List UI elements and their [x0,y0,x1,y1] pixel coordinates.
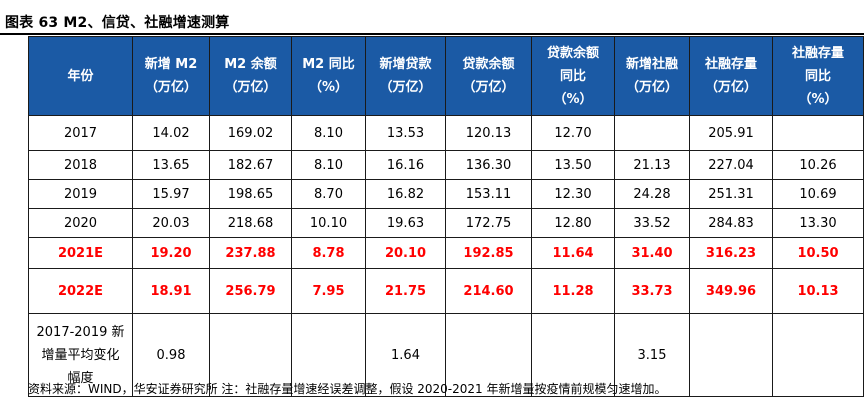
cell-tsf-stock: 251.31 [689,179,773,209]
cell-m2-balance: 256.79 [209,268,292,314]
header-loan-yoy: 贷款余额 同比 （%） [531,36,615,116]
table-row-average: 2017-2019 新 增量平均变化 幅度 0.98 1.64 3.15 [28,313,864,397]
table-row-forecast: 2021E 19.20 237.88 8.78 20.10 192.85 11.… [28,237,864,269]
cell-new-tsf [614,115,690,151]
cell-new-tsf: 3.15 [614,313,690,397]
header-new-tsf: 新增社融 （万亿） [614,36,690,116]
cell-m2-yoy: 8.70 [291,179,366,209]
row-label: 2017 [28,115,133,151]
cell-new-loans: 1.64 [365,313,446,397]
table-row-forecast: 2022E 18.91 256.79 7.95 21.75 214.60 11.… [28,268,864,314]
cell-m2-yoy: 8.10 [291,150,366,180]
cell-loan-balance: 120.13 [445,115,532,151]
cell-loan-yoy [531,313,615,397]
cell-m2-balance: 169.02 [209,115,292,151]
cell-m2-balance: 237.88 [209,237,292,269]
cell-loan-yoy: 11.64 [531,237,615,269]
cell-new-loans: 13.53 [365,115,446,151]
cell-new-m2: 13.65 [132,150,210,180]
cell-new-m2: 19.20 [132,237,210,269]
cell-new-tsf: 31.40 [614,237,690,269]
cell-loan-yoy: 12.70 [531,115,615,151]
cell-loan-balance: 192.85 [445,237,532,269]
source-note: 资料来源：WIND，华安证券研究所 注：社融存量增速经误差调整，假设 2020-… [28,382,667,396]
header-new-m2: 新增 M2 （万亿） [132,36,210,116]
table-row: 2019 15.97 198.65 8.70 16.82 153.11 12.3… [28,179,864,209]
row-label: 2022E [28,268,133,314]
table-row: 2017 14.02 169.02 8.10 13.53 120.13 12.7… [28,115,864,151]
cell-tsf-stock [689,313,773,397]
cell-tsf-yoy: 10.69 [772,179,864,209]
chart-title: 图表 63 M2、信贷、社融增速测算 [5,15,230,31]
row-label: 2021E [28,237,133,269]
cell-new-tsf: 33.73 [614,268,690,314]
row-label: 2018 [28,150,133,180]
cell-m2-balance [209,313,292,397]
cell-loan-yoy: 11.28 [531,268,615,314]
cell-new-loans: 19.63 [365,208,446,238]
row-label: 2019 [28,179,133,209]
cell-m2-yoy: 8.10 [291,115,366,151]
table-row: 2020 20.03 218.68 10.10 19.63 172.75 12.… [28,208,864,238]
cell-loan-yoy: 12.30 [531,179,615,209]
cell-loan-balance: 136.30 [445,150,532,180]
title-divider [0,33,864,35]
cell-tsf-yoy [772,115,864,151]
cell-new-m2: 20.03 [132,208,210,238]
cell-m2-yoy: 10.10 [291,208,366,238]
header-new-loans: 新增贷款 （万亿） [365,36,446,116]
cell-new-loans: 21.75 [365,268,446,314]
cell-loan-yoy: 12.80 [531,208,615,238]
cell-tsf-yoy: 10.13 [772,268,864,314]
cell-loan-balance: 172.75 [445,208,532,238]
row-label: 2017-2019 新 增量平均变化 幅度 [28,313,133,397]
cell-tsf-stock: 316.23 [689,237,773,269]
cell-m2-yoy: 8.78 [291,237,366,269]
cell-tsf-yoy [772,313,864,397]
cell-m2-balance: 198.65 [209,179,292,209]
cell-m2-yoy: 7.95 [291,268,366,314]
header-m2-balance: M2 余额 （万亿） [209,36,292,116]
cell-m2-yoy [291,313,366,397]
cell-tsf-stock: 284.83 [689,208,773,238]
cell-loan-balance [445,313,532,397]
cell-new-loans: 20.10 [365,237,446,269]
cell-new-m2: 18.91 [132,268,210,314]
m2-credit-tsf-table: 年份 新增 M2 （万亿） M2 余额 （万亿） M2 同比 （%） 新增贷款 … [28,36,864,397]
table-row: 2018 13.65 182.67 8.10 16.16 136.30 13.5… [28,150,864,180]
cell-new-loans: 16.82 [365,179,446,209]
cell-loan-balance: 153.11 [445,179,532,209]
cell-tsf-yoy: 10.50 [772,237,864,269]
row-label: 2020 [28,208,133,238]
cell-new-tsf: 21.13 [614,150,690,180]
cell-new-tsf: 33.52 [614,208,690,238]
header-m2-yoy: M2 同比 （%） [291,36,366,116]
header-tsf-yoy: 社融存量 同比 （%） [772,36,864,116]
cell-new-tsf: 24.28 [614,179,690,209]
cell-m2-balance: 218.68 [209,208,292,238]
header-tsf-stock: 社融存量 （万亿） [689,36,773,116]
cell-new-m2: 14.02 [132,115,210,151]
cell-loan-balance: 214.60 [445,268,532,314]
cell-tsf-stock: 349.96 [689,268,773,314]
cell-tsf-yoy: 13.30 [772,208,864,238]
header-year: 年份 [28,36,133,116]
header-loan-balance: 贷款余额 （万亿） [445,36,532,116]
cell-m2-balance: 182.67 [209,150,292,180]
cell-tsf-stock: 227.04 [689,150,773,180]
cell-loan-yoy: 13.50 [531,150,615,180]
cell-new-m2: 15.97 [132,179,210,209]
header-row: 年份 新增 M2 （万亿） M2 余额 （万亿） M2 同比 （%） 新增贷款 … [28,36,864,116]
cell-tsf-stock: 205.91 [689,115,773,151]
cell-new-loans: 16.16 [365,150,446,180]
cell-tsf-yoy: 10.26 [772,150,864,180]
